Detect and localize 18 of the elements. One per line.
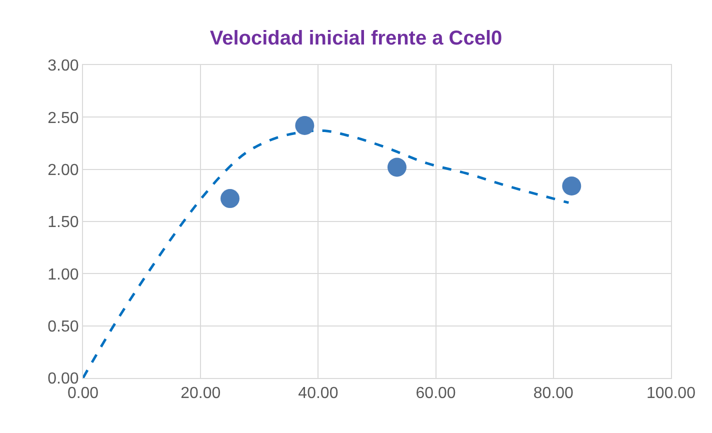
x-tick-label: 80.00 [533, 385, 574, 402]
y-tick-label: 1.50 [48, 214, 79, 232]
y-tick-label: 0.00 [48, 370, 79, 388]
x-tick-label: 0.00 [67, 385, 99, 402]
x-tick-label: 100.00 [646, 385, 696, 402]
y-tick-label: 2.00 [48, 162, 79, 179]
x-tick-label: 20.00 [180, 385, 221, 402]
y-tick-label: 2.50 [48, 110, 79, 127]
point [388, 158, 406, 177]
x-tick-label: 60.00 [416, 385, 456, 402]
point [295, 116, 314, 135]
point [220, 189, 240, 208]
y-tick-label: 3.00 [48, 58, 79, 75]
chart-title: Velocidad inicial frente a Ccel0 [210, 27, 502, 50]
point [562, 176, 582, 196]
y-tick-label: 0.50 [48, 318, 79, 336]
y-tick-label: 1.00 [48, 266, 79, 284]
x-tick-label: 40.00 [298, 385, 338, 402]
